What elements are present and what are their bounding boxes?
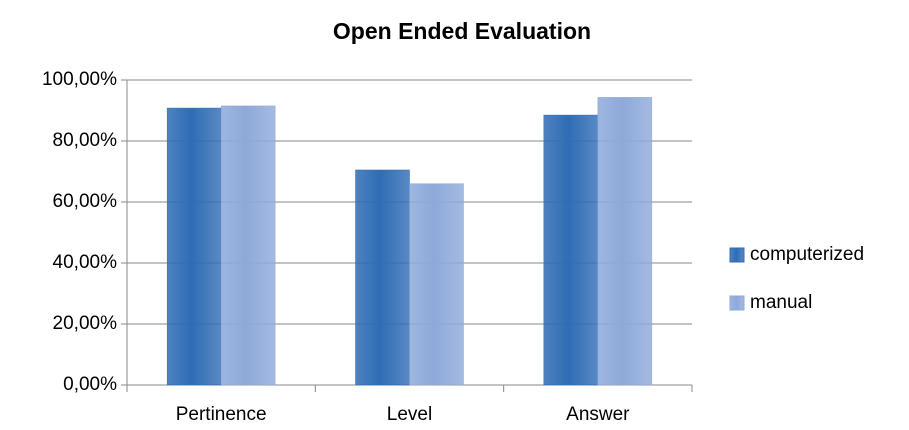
- x-tick-label: Pertinence: [176, 404, 267, 425]
- y-tick-label: 20,00%: [53, 313, 118, 334]
- bar: [597, 97, 653, 386]
- y-tick-label: 60,00%: [53, 191, 118, 212]
- y-tick-label: 100,00%: [42, 69, 117, 90]
- x-tick-label: Answer: [566, 404, 630, 425]
- y-tick-label: 80,00%: [53, 130, 118, 151]
- legend-label: computerized: [750, 244, 864, 265]
- bar: [409, 183, 464, 386]
- bar: [355, 169, 410, 386]
- bar: [543, 114, 599, 386]
- legend-swatch: [729, 295, 745, 311]
- y-tick-label: 0,00%: [63, 374, 117, 395]
- legend-swatch: [729, 247, 745, 263]
- bar: [166, 107, 222, 386]
- x-tick-label: Level: [387, 404, 432, 425]
- y-tick-label: 40,00%: [53, 252, 118, 273]
- chart-title: Open Ended Evaluation: [333, 18, 591, 44]
- legend-label: manual: [750, 292, 812, 313]
- bar: [220, 105, 276, 386]
